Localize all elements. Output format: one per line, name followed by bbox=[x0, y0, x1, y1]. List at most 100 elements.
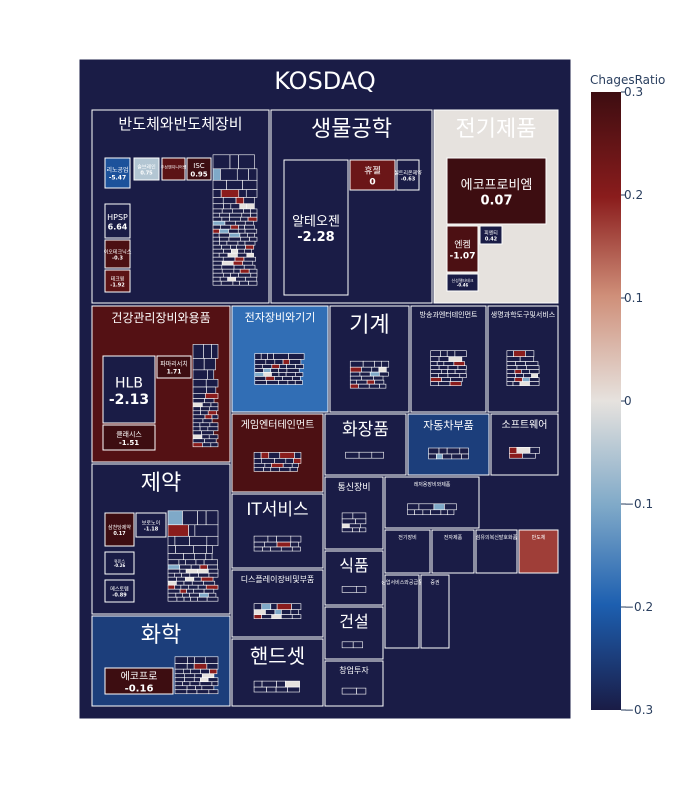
sector-7-cell bbox=[531, 373, 538, 378]
sector-10-cell bbox=[270, 467, 280, 472]
sector-9-cell bbox=[211, 681, 219, 687]
sector-21-cell bbox=[414, 509, 424, 516]
company-tile bbox=[135, 512, 167, 538]
sector-10-cell bbox=[263, 467, 272, 472]
sector-7-cell bbox=[529, 369, 540, 374]
sector-19-cell bbox=[253, 686, 267, 693]
sector-9-cell bbox=[190, 668, 201, 675]
sector-0-cell bbox=[226, 179, 243, 190]
sector-8-cell bbox=[190, 596, 198, 602]
sector-0-cell bbox=[212, 168, 221, 181]
company-tile bbox=[104, 203, 131, 239]
sector-0-cell bbox=[212, 154, 231, 170]
sector-5-cell bbox=[349, 371, 361, 377]
sector-19-cell bbox=[275, 686, 288, 693]
sector-0-cell bbox=[221, 208, 233, 214]
sector-9-cell bbox=[174, 689, 188, 695]
sector-6-cell bbox=[441, 377, 451, 382]
sector-7-cell bbox=[506, 356, 521, 362]
company-value: 6.64 bbox=[108, 222, 128, 231]
sector-10-cell bbox=[253, 458, 262, 464]
sector-0-cell bbox=[212, 256, 224, 262]
sector-0-cell bbox=[219, 276, 228, 282]
sector-9-cell bbox=[174, 677, 185, 683]
sector-11-cell bbox=[345, 451, 360, 459]
sector-9-cell bbox=[187, 656, 195, 664]
sector-3-cell bbox=[192, 406, 201, 412]
sector-3-cell bbox=[192, 344, 204, 359]
sector-7-cell bbox=[516, 365, 528, 370]
sector-14-cell bbox=[262, 546, 271, 552]
sector-3-cell bbox=[200, 410, 209, 416]
sector-9-cell bbox=[206, 663, 219, 670]
sector-0-cell bbox=[232, 280, 240, 286]
sector-3-cell bbox=[211, 344, 219, 359]
sector-9-cell bbox=[174, 656, 188, 664]
sector-8-cell bbox=[197, 584, 207, 590]
sector-3-cell bbox=[192, 438, 205, 444]
sector-8-cell bbox=[197, 596, 208, 602]
sector-8-cell bbox=[179, 588, 187, 594]
sector-0-cell bbox=[242, 260, 254, 266]
sector-4-cell bbox=[282, 376, 293, 381]
sector-4-cell bbox=[266, 380, 279, 385]
sector-0-cell bbox=[246, 203, 255, 210]
sector-0-cell bbox=[220, 280, 234, 286]
sector-8-cell bbox=[193, 576, 202, 582]
sector-0-cell bbox=[247, 232, 255, 238]
sector-3-cell bbox=[192, 398, 205, 404]
company-value: -0.26 bbox=[114, 563, 126, 568]
sector-label: 소프트웨어 bbox=[502, 419, 548, 431]
sector-0-cell bbox=[212, 272, 224, 278]
sector-16-cell bbox=[261, 614, 272, 619]
sector-5-cell bbox=[373, 375, 384, 381]
sector-0-cell bbox=[219, 236, 230, 242]
sector-14-cell bbox=[276, 535, 292, 543]
sector-label: 방송과엔터테인먼트 bbox=[420, 310, 479, 319]
sector-19-cell bbox=[261, 680, 277, 688]
sector-5-cell bbox=[349, 383, 359, 389]
sector-0-cell bbox=[250, 212, 258, 218]
sector-0-cell bbox=[233, 264, 245, 270]
company-tile bbox=[102, 355, 156, 424]
sector-9-cell bbox=[186, 663, 195, 670]
sector-0-cell bbox=[245, 276, 258, 282]
sector-8-cell bbox=[179, 568, 187, 574]
sector-10-cell bbox=[271, 463, 284, 468]
sector-0-cell bbox=[246, 252, 254, 258]
company-name: 휴온스 bbox=[114, 557, 125, 563]
sector-0-cell bbox=[235, 220, 246, 226]
sector-3-cell bbox=[204, 398, 215, 404]
sector-3-cell bbox=[201, 430, 214, 436]
sector-label: 전자제품 bbox=[444, 534, 463, 541]
sector-4-cell bbox=[263, 372, 272, 377]
sector-10-cell bbox=[279, 452, 295, 459]
sector-10-cell bbox=[282, 463, 293, 468]
sector-0-cell bbox=[236, 168, 249, 181]
sector-4-cell bbox=[286, 364, 296, 369]
sector-8-cell bbox=[183, 580, 193, 586]
sector-16-cell bbox=[270, 603, 278, 611]
sector-10-cell bbox=[291, 463, 299, 468]
sector-label: 제약 bbox=[141, 471, 181, 496]
company-name: 테크윙 bbox=[111, 275, 125, 282]
sector-8-cell bbox=[167, 596, 178, 602]
company-value: -5.47 bbox=[109, 174, 126, 181]
sector-8-cell bbox=[195, 559, 205, 566]
sector-3-cell bbox=[204, 414, 213, 420]
sector-20-cell bbox=[356, 687, 367, 695]
sector-5-cell bbox=[359, 371, 371, 377]
sector-13-cell bbox=[509, 452, 523, 459]
company-value: -2.28 bbox=[297, 230, 334, 245]
sector-8-cell bbox=[180, 584, 190, 590]
sector-10-cell bbox=[293, 458, 302, 464]
sector-0-cell bbox=[223, 272, 231, 278]
company-value: -2.13 bbox=[109, 392, 149, 408]
sector-9-cell bbox=[200, 677, 209, 683]
company-name: 솔브레인 bbox=[137, 163, 156, 170]
sector-8-cell bbox=[188, 584, 199, 590]
sector-0-cell bbox=[228, 228, 239, 234]
sector-5-cell bbox=[361, 366, 373, 373]
sector-3-cell bbox=[204, 438, 217, 444]
sector-12-cell bbox=[438, 447, 448, 455]
